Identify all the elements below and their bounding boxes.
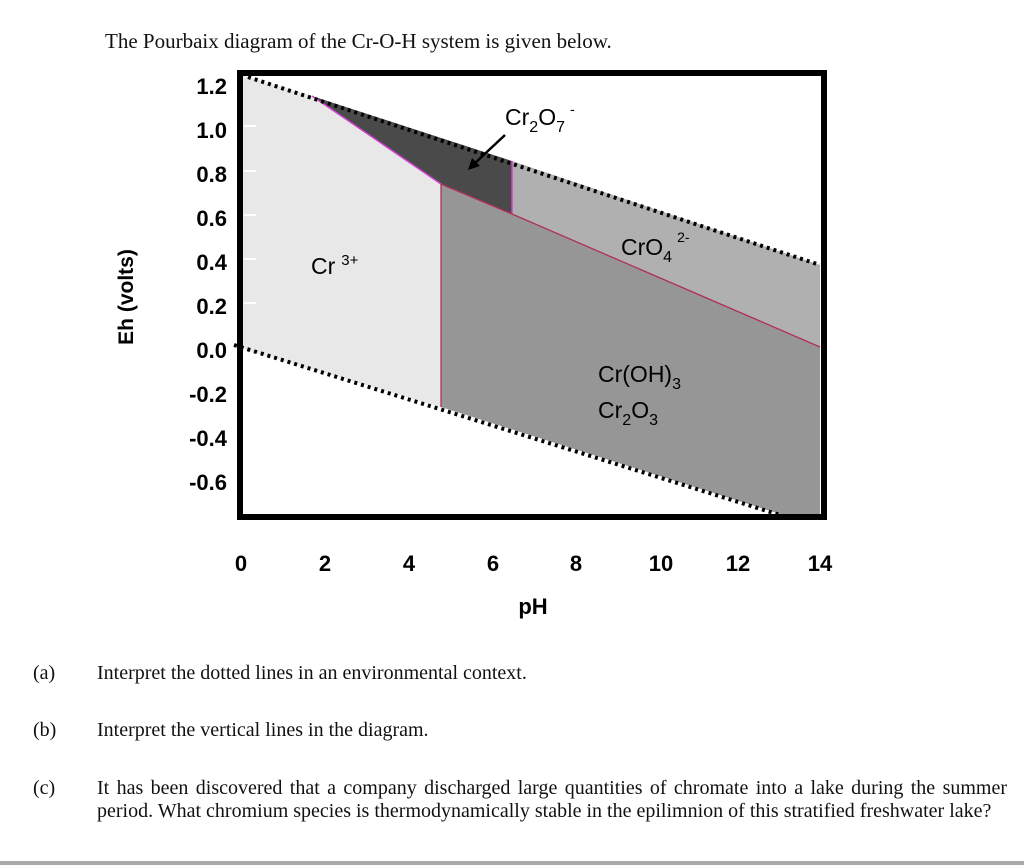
y-tick: 0.4 <box>196 250 227 275</box>
region-cr2o7 <box>312 96 512 214</box>
question-label: (a) <box>33 662 56 684</box>
question-text: Interpret the dotted lines in an environ… <box>97 662 527 684</box>
boundary-cr3-cr2o7 <box>311 95 442 185</box>
x-tick: 14 <box>808 551 833 576</box>
x-axis-title: pH <box>518 594 547 619</box>
y-tick: 0.2 <box>196 294 227 319</box>
y-tick: -0.2 <box>189 382 227 407</box>
y-tick: 0.6 <box>196 206 227 231</box>
label-cr2o7: Cr2O7- <box>505 101 575 136</box>
region-cr3plus <box>243 76 441 407</box>
label-cr2o3: Cr2O3 <box>598 397 658 429</box>
label-cro4: CrO42- <box>621 229 690 266</box>
x-tick-labels: 0 2 4 6 8 10 12 14 <box>235 551 833 576</box>
boundary-cr2o7-croh3 <box>440 183 513 215</box>
x-tick: 2 <box>319 551 331 576</box>
question-label: (c) <box>33 777 56 799</box>
x-tick: 12 <box>726 551 750 576</box>
boundary-cro4-croh3 <box>511 213 821 348</box>
y-axis-title: Eh (volts) <box>115 249 138 345</box>
plot-frame <box>237 70 827 520</box>
label-croh3: Cr(OH)3 <box>598 361 681 393</box>
y-tick: -0.6 <box>189 470 227 495</box>
lower-dotted-line <box>233 343 781 517</box>
y-tick-marks <box>244 125 256 304</box>
y-tick: 1.0 <box>196 118 227 143</box>
question-label: (b) <box>33 719 57 741</box>
question-text: Interpret the vertical lines in the diag… <box>97 719 429 741</box>
upper-dotted-line <box>247 75 821 267</box>
x-tick: 0 <box>235 551 247 576</box>
bottom-divider <box>0 861 1024 865</box>
question-text: It has been discovered that a company di… <box>97 777 1007 822</box>
y-tick: 0.0 <box>196 338 227 363</box>
x-tick: 4 <box>403 551 416 576</box>
arrow-icon <box>468 134 506 170</box>
y-tick: -0.4 <box>189 426 228 451</box>
region-croh3 <box>441 184 820 514</box>
y-tick: 0.8 <box>196 162 227 187</box>
y-tick-labels: 1.2 1.0 0.8 0.6 0.4 0.2 0.0 -0.2 -0.4 -0… <box>189 74 228 495</box>
label-cr3plus: Cr 3+ <box>311 252 359 279</box>
intro-text: The Pourbaix diagram of the Cr-O-H syste… <box>105 29 612 53</box>
x-tick: 8 <box>570 551 582 576</box>
region-cro4 <box>512 161 820 347</box>
x-tick: 6 <box>487 551 499 576</box>
x-tick: 10 <box>649 551 673 576</box>
y-tick: 1.2 <box>196 74 227 99</box>
